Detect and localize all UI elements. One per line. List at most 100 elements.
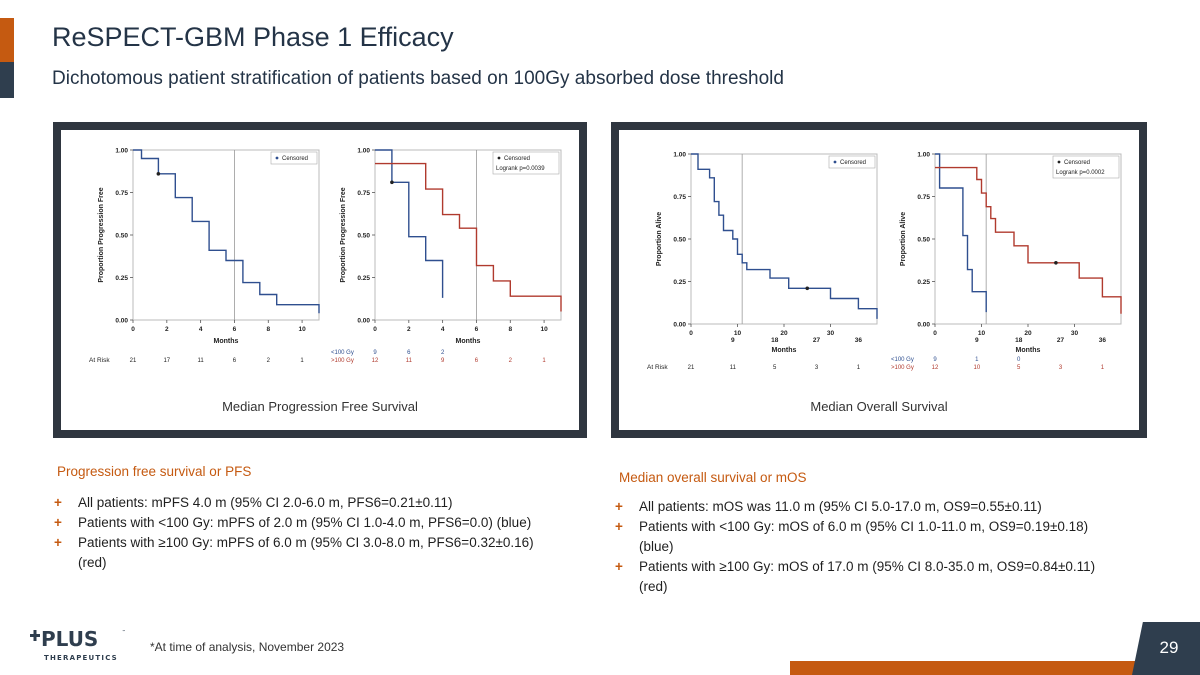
x-tick-secondary-label: 27 [1057,337,1065,344]
os-bullet-text: (red) [639,579,668,594]
y-tick-label: 1.00 [115,148,128,155]
x-tick-label: 2 [165,326,169,333]
y-tick-label: 0.50 [115,233,128,240]
at-risk-row-label: <100 Gy [331,350,354,356]
y-tick-label: 1.00 [357,148,370,155]
x-tick-label: 8 [508,326,512,333]
at-risk-count: 11 [730,365,737,371]
pfs-bullet-list: + All patients: mPFS 4.0 m (95% CI 2.0-6.… [50,493,590,573]
y-tick-label: 0.50 [673,237,686,244]
y-tick-label: 1.00 [673,152,686,159]
pfs-bullet-text: Patients with <100 Gy: mPFS of 2.0 m (95… [78,515,532,530]
at-risk-count: 2 [509,358,513,364]
y-axis-label: Proportion Progression Free [98,187,105,282]
legend-box [1052,155,1120,179]
at-risk-count: 6 [407,350,411,356]
page-subtitle: Dichotomous patient stratification of pa… [52,68,784,89]
y-tick-label: 1.00 [917,152,930,159]
x-tick-label: 30 [827,330,835,337]
at-risk-label: At Risk [89,357,110,364]
x-tick-label: 20 [780,330,788,337]
plus-icon: + [54,495,62,510]
at-risk-count: 1 [857,365,861,371]
at-risk-count: 9 [933,357,937,363]
page-number: 29 [1159,638,1179,657]
at-risk-count: 6 [233,358,237,364]
x-tick-label: 6 [475,326,479,333]
y-axis-label: Proportion Progression Free [340,187,347,282]
legend-entry: Censored [1064,160,1090,166]
logrank-label: Logrank p=0.0039 [496,166,545,172]
at-risk-count: 12 [932,365,939,371]
survival-curve [375,149,444,298]
x-tick-secondary-label: 18 [771,337,779,344]
y-tick-label: 0.00 [917,322,930,329]
at-risk-count: 0 [1017,357,1021,363]
y-tick-label: 0.75 [115,190,128,197]
at-risk-row-label: <100 Gy [891,357,914,363]
censored-point [1054,261,1058,265]
os-bullet: + All patients: mOS was 11.0 m (95% CI 5.… [611,497,1151,517]
at-risk-row-label: >100 Gy [331,358,354,364]
legend-entry: Censored [282,156,308,162]
x-tick-label: 10 [540,326,548,333]
y-axis-label: Proportion Alive [900,212,907,266]
x-tick-label: 0 [933,330,937,337]
plot-frame [934,153,1122,325]
y-tick-label: 0.25 [115,275,128,282]
y-tick-label: 0.50 [917,237,930,244]
censored-point [156,172,161,176]
pfs-heading: Progression free survival or PFS [57,464,252,479]
at-risk-count: 1 [542,358,546,364]
pfs-bullet: + All patients: mPFS 4.0 m (95% CI 2.0-6.… [50,493,590,513]
censored-marker-icon [1057,160,1061,164]
pfs-panel-caption: Median Progression Free Survival [222,399,418,414]
x-axis-label: Months [214,338,239,345]
plus-therapeutics-logo: PLUS ™ THERAPEUTICS [30,627,126,662]
at-risk-count: 6 [475,358,479,364]
os-bullet-list: + All patients: mOS was 11.0 m (95% CI 5.… [611,497,1151,597]
plus-icon: + [615,499,623,514]
x-tick-label: 2 [407,326,411,333]
os-bullet-text: Patients with <100 Gy: mOS of 6.0 m (95%… [639,519,1089,534]
pfs-panel-inner: 0.00 0.25 0.50 0.75 1.00 Proportion Progressi… [61,130,579,430]
at-risk-count: 1 [975,357,979,363]
x-tick-label: 10 [298,326,306,333]
logo-wordmark: PLUS [41,627,98,651]
x-tick-label: 0 [689,330,693,337]
legend-entry: Censored [840,160,866,166]
y-tick-label: 0.50 [357,233,370,240]
legend-box [492,151,560,175]
os-panel-inner: 0.00 0.25 0.50 0.75 1.00 Proportion Alive 0 10 2… [619,130,1139,430]
y-tick-label: 0.75 [917,194,930,201]
os-bullet-continuation: (red) [611,577,1151,597]
logo-trademark: ™ [122,629,126,634]
pfs-bullet-text: (red) [78,555,107,570]
pfs-stratified-chart: 0.00 0.25 0.50 0.75 1.00 Proportion Progressi… [331,148,562,364]
censored-point [805,286,810,291]
os-bullet-text: (blue) [639,539,674,554]
at-risk-count: 21 [130,358,137,364]
at-risk-count: 9 [441,358,445,364]
censored-marker-icon [497,156,501,160]
os-bullet-text: Patients with ≥100 Gy: mOS of 17.0 m (95… [639,559,1096,574]
x-tick-label: 8 [266,326,270,333]
censored-point [390,180,394,185]
pfs-bullet: + Patients with <100 Gy: mPFS of 2.0 m (9… [50,513,590,533]
survival-curve [691,153,878,319]
survival-curve [375,162,562,312]
y-tick-label: 0.25 [357,275,370,282]
at-risk-count: 5 [773,365,777,371]
y-tick-label: 0.75 [357,190,370,197]
at-risk-count: 21 [688,365,695,371]
logo-tagline: THERAPEUTICS [44,654,118,662]
x-tick-secondary-label: 18 [1015,337,1023,344]
pfs-bullet-continuation: (red) [50,553,590,573]
at-risk-count: 10 [974,365,981,371]
x-tick-label: 0 [131,326,135,333]
at-risk-count: 9 [373,350,377,356]
x-axis-label: Months [772,347,797,354]
survival-curve [935,153,987,313]
os-bullet-text: All patients: mOS was 11.0 m (95% CI 5.0… [639,499,1042,514]
title-accent-bar [0,18,14,62]
